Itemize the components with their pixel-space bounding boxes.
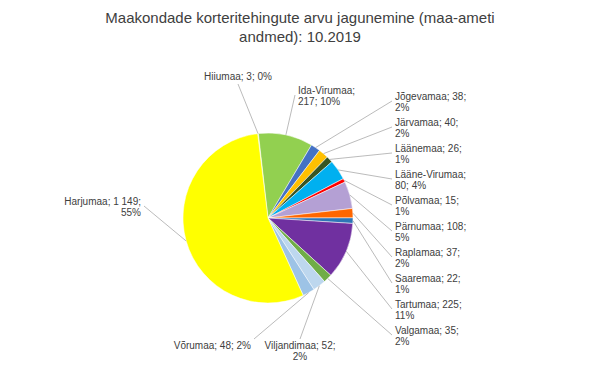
html-text:Maakondade korteritehingute ar: Maakondade korteritehingute arvu jagunem… (105, 9, 495, 45)
svg-text:Põlvamaa; 15;1%: Põlvamaa; 15;1% (395, 194, 459, 216)
svg-text:Valgamaa; 35;2%: Valgamaa; 35;2% (395, 324, 459, 346)
svg-text:Jõgevamaa; 38;2%: Jõgevamaa; 38;2% (395, 90, 466, 112)
svg-text:Viljandimaa; 52;2%: Viljandimaa; 52;2% (265, 340, 336, 362)
svg-text:Ida-Virumaa;217; 10%: Ida-Virumaa;217; 10% (298, 84, 355, 106)
svg-text:Järvamaa; 40;2%: Järvamaa; 40;2% (395, 116, 458, 138)
svg-text:Tartumaa; 225;11%: Tartumaa; 225;11% (395, 298, 462, 320)
svg-text:Saaremaa; 22;1%: Saaremaa; 22;1% (395, 272, 461, 294)
svg-text:Raplamaa; 37;2%: Raplamaa; 37;2% (395, 246, 460, 268)
svg-text:Läänemaa; 26;1%: Läänemaa; 26;1% (395, 142, 462, 164)
svg-text:Hiiumaa; 3; 0%: Hiiumaa; 3; 0% (204, 71, 272, 82)
svg-text:Võrumaa; 48; 2%: Võrumaa; 48; 2% (174, 340, 251, 351)
svg-text:Pärnumaa; 108;5%: Pärnumaa; 108;5% (395, 220, 466, 242)
svg-text:Lääne-Virumaa;80; 4%: Lääne-Virumaa;80; 4% (395, 168, 466, 190)
svg-text:Harjumaa; 1 149;55%: Harjumaa; 1 149;55% (64, 195, 141, 217)
